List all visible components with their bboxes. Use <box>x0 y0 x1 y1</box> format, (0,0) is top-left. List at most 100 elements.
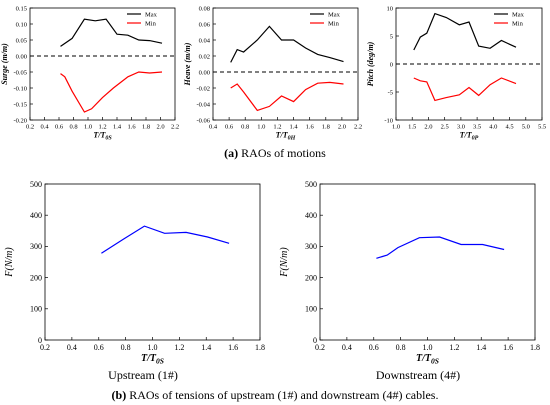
x-tick-label: 2.0 <box>156 124 164 131</box>
caption-a-text: RAOs of motions <box>238 146 326 160</box>
plot-frame <box>44 183 261 341</box>
x-tick-label: 1.0 <box>257 124 265 131</box>
caption-b-text: RAOs of tensions of upstream (1#) and do… <box>126 388 439 402</box>
downstream-tension-chart: 0.2 0.4 0.6 0.8 1.0 1.2 1.4 1.6 1.8 0 100 200 300 400… <box>275 172 550 366</box>
x-tick-label: 1.2 <box>98 124 106 131</box>
x-tick-label: 1.4 <box>476 343 486 352</box>
x-tick-label: 1.2 <box>174 343 184 352</box>
y-tick-label: 0.00 <box>16 53 27 60</box>
x-tick-label: 1.0 <box>392 124 400 131</box>
x-tick-label: 1.8 <box>255 343 265 352</box>
y-tick-label: 0 <box>390 61 393 68</box>
x-tick-label: 2.2 <box>354 124 362 131</box>
tension-series-line <box>376 236 505 259</box>
min-series-line <box>60 71 163 113</box>
y-tick-label: 0.10 <box>16 21 27 28</box>
max-series-line <box>230 25 344 63</box>
y-tick-label: -0.02 <box>196 85 210 92</box>
x-tick-label: 1.6 <box>127 124 136 131</box>
x-tick-label: 1.2 <box>273 124 281 131</box>
y-axis-label: F(N/m) <box>279 247 290 278</box>
upstream-tension-chart: 0.2 0.4 0.6 0.8 1.0 1.2 1.4 1.6 1.8 0 100 200 300 400… <box>0 172 275 366</box>
y-tick-label: -0.05 <box>13 69 27 76</box>
x-tick-label: 1.4 <box>201 343 211 352</box>
surge-chart: 0.2 0.4 0.6 0.8 1.0 1.2 1.4 1.6 1.8 2.0 2.2 -0.20 -0… <box>0 0 183 145</box>
x-tick-label: 0.4 <box>209 124 218 131</box>
x-tick-label: 5.5 <box>538 124 546 131</box>
x-tick-label: 0.4 <box>40 124 49 131</box>
legend-label: Min <box>328 21 340 28</box>
x-tick-label: 1.8 <box>530 343 540 352</box>
x-tick-label: 1.0 <box>423 343 433 352</box>
chart-svg: 0.2 0.4 0.6 0.8 1.0 1.2 1.4 1.6 1.8 2.0 2.2 -0.20 -0… <box>0 5 179 141</box>
x-tick-label: 1.4 <box>113 124 122 131</box>
x-tick-label: 1.6 <box>503 343 513 352</box>
x-tick-label: 0.4 <box>342 343 352 352</box>
x-tick-label: 1.6 <box>306 124 315 131</box>
chart-svg: 1.0 1.5 2.0 2.5 3.0 3.5 4.0 4.5 5.0 5.5 -10 -5 0 5 10 T… <box>366 5 546 142</box>
legend-label: Max <box>145 12 158 19</box>
caption-a-letter: (a) <box>224 146 239 160</box>
x-axis-label: T/T0S <box>141 353 164 366</box>
y-axis-label: Heave (m/m) <box>183 42 192 86</box>
legend-label: Min <box>145 21 157 28</box>
y-tick-label: -0.10 <box>13 85 27 92</box>
y-tick-label: -10 <box>384 117 393 124</box>
x-tick-label: 0.2 <box>26 124 34 131</box>
y-axis-label: F(N/m) <box>4 247 15 278</box>
chart-svg: 0.4 0.6 0.8 1.0 1.2 1.4 1.6 1.8 2.0 2.2 -0.06 -0.04… <box>183 5 362 142</box>
x-tick-label: 1.2 <box>449 343 459 352</box>
max-series-line <box>60 18 163 47</box>
x-tick-label: 4.5 <box>505 124 513 131</box>
chart-svg: 0.2 0.4 0.6 0.8 1.0 1.2 1.4 1.6 1.8 0 100 200 300 400… <box>4 180 265 366</box>
y-tick-label: 0.02 <box>199 53 210 60</box>
y-tick-label: 0.05 <box>16 37 27 44</box>
x-tick-label: 1.4 <box>289 124 298 131</box>
x-tick-label: 5.0 <box>522 124 530 131</box>
x-tick-label: 0.6 <box>369 343 379 352</box>
y-tick-label: 5 <box>390 33 393 40</box>
x-tick-label: 1.8 <box>142 124 150 131</box>
y-tick-label: 400 <box>30 211 42 220</box>
y-tick-label: 200 <box>305 273 317 282</box>
y-tick-label: 0.08 <box>199 5 210 12</box>
y-tick-label: 400 <box>305 211 317 220</box>
y-tick-label: 100 <box>30 305 42 314</box>
y-tick-label: 0.15 <box>16 5 27 12</box>
y-tick-label: -0.06 <box>196 117 210 124</box>
x-tick-label: 2.0 <box>338 124 346 131</box>
min-series-line <box>413 77 517 102</box>
x-tick-label: 4.0 <box>489 124 497 131</box>
x-tick-label: 0.6 <box>55 124 64 131</box>
sublabel-upstream: Upstream (1#) <box>108 368 178 382</box>
y-tick-label: 0.00 <box>199 69 210 76</box>
y-tick-label: 10 <box>387 5 394 12</box>
y-tick-label: 500 <box>305 180 317 189</box>
max-series-line <box>413 12 517 51</box>
x-tick-label: 0.8 <box>121 343 131 352</box>
x-tick-label: 0.6 <box>225 124 234 131</box>
sublabel-downstream: Downstream (4#) <box>375 368 461 382</box>
y-axis-label: Surge (m/m) <box>0 43 9 85</box>
plot-frame <box>319 183 536 341</box>
x-tick-label: 0.2 <box>40 343 50 352</box>
y-tick-label: 0.04 <box>199 37 211 44</box>
plot-frame <box>212 7 359 121</box>
x-axis-label: T/T0S <box>416 353 439 366</box>
x-tick-label: 0.4 <box>67 343 77 352</box>
y-tick-label: 0 <box>313 336 317 345</box>
caption-b: (b) RAOs of tensions of upstream (1#) an… <box>0 388 550 403</box>
y-tick-label: 200 <box>30 273 42 282</box>
x-tick-label: 1.8 <box>322 124 330 131</box>
legend-label: Max <box>328 12 341 19</box>
x-axis-label: T/T0H <box>276 131 296 142</box>
y-tick-label: 100 <box>305 305 317 314</box>
y-tick-label: -0.15 <box>13 101 27 108</box>
x-axis-label: T/T0P <box>460 131 479 142</box>
caption-b-letter: (b) <box>111 388 127 402</box>
y-tick-label: 500 <box>30 180 42 189</box>
y-tick-label: 300 <box>305 242 317 251</box>
y-tick-label: -0.20 <box>13 117 27 124</box>
chart-svg: 0.2 0.4 0.6 0.8 1.0 1.2 1.4 1.6 1.8 0 100 200 300 400… <box>279 180 540 366</box>
